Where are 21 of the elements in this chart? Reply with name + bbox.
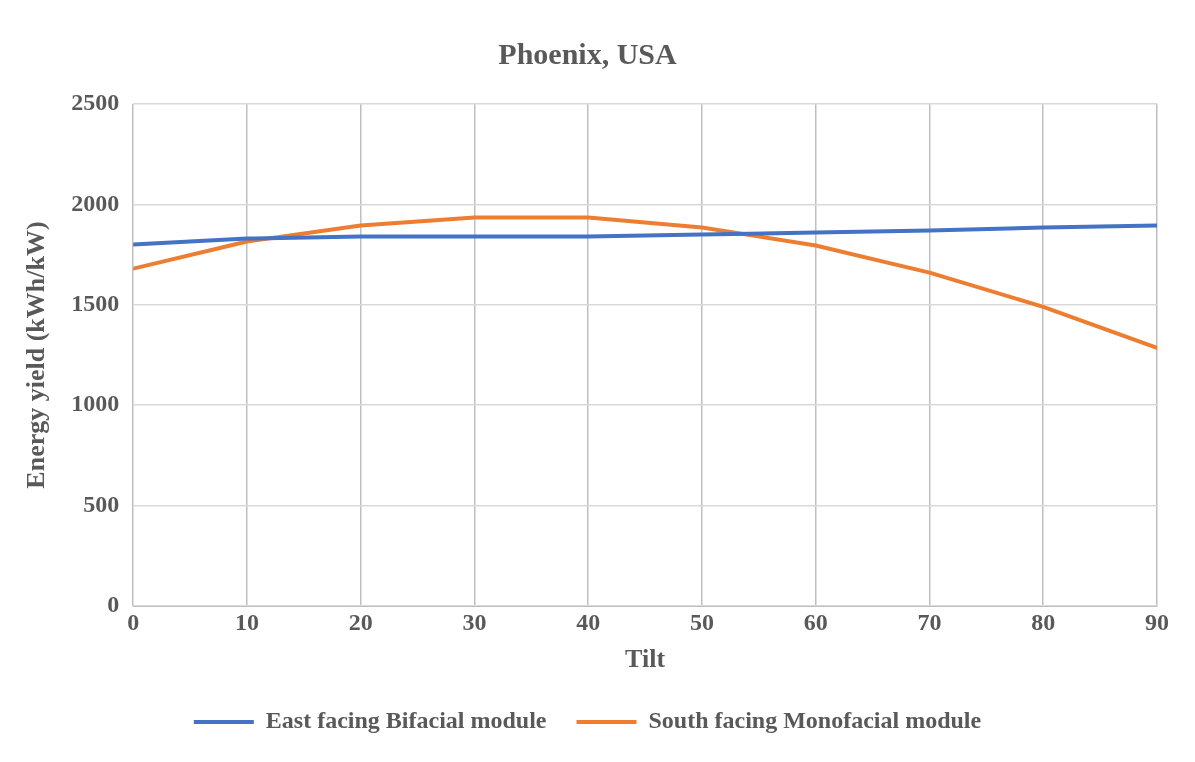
x-tick-label: 60 <box>803 608 828 635</box>
x-tick-label: 90 <box>1145 608 1169 635</box>
x-tick-label: 40 <box>576 608 601 635</box>
chart-title: Phoenix, USA <box>498 36 678 70</box>
y-tick-label: 2000 <box>71 189 120 216</box>
x-tick-label: 20 <box>348 608 373 635</box>
y-tick-label: 1500 <box>71 290 120 316</box>
y-tick-label: 500 <box>83 490 120 517</box>
y-tick-label: 2500 <box>71 89 120 116</box>
x-tick-label: 50 <box>689 608 714 635</box>
y-tick-label: 1000 <box>71 390 120 417</box>
x-axis-title: Tilt <box>625 644 666 674</box>
x-tick-label: 0 <box>127 608 140 635</box>
x-tick-label: 70 <box>917 608 942 635</box>
legend-label: East facing Bifacial module <box>265 707 547 734</box>
x-tick-label: 10 <box>234 608 259 635</box>
x-tick-label: 30 <box>462 608 487 635</box>
y-tick-label: 0 <box>107 591 120 618</box>
legend-label: South facing Monofacial module <box>648 707 982 734</box>
y-axis-title: Energy yield (kWh/kW) <box>21 221 51 489</box>
x-tick-label: 80 <box>1031 608 1056 635</box>
